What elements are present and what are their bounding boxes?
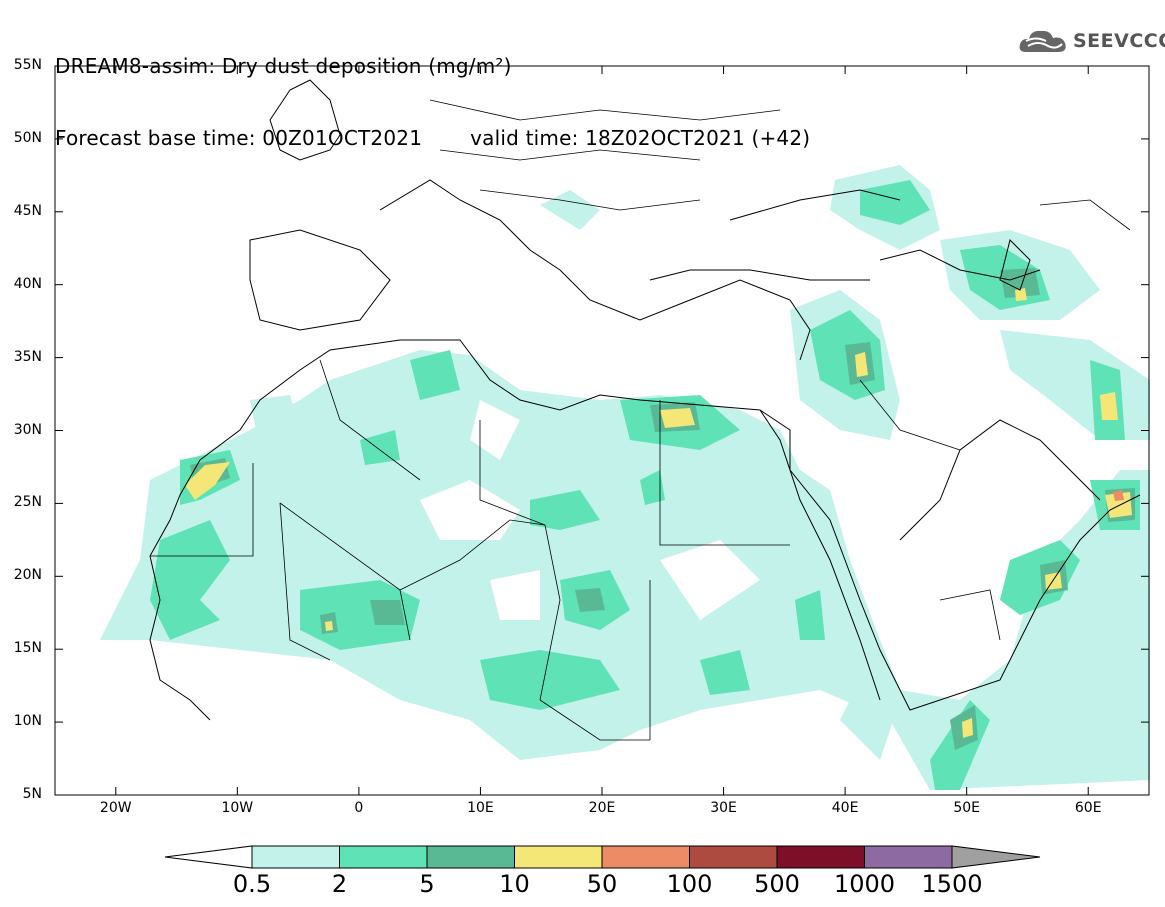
- plume-level-50: [1113, 490, 1124, 501]
- colorbar-label: 1000: [833, 870, 896, 898]
- colorbar-swatch: [689, 845, 778, 869]
- dust-plumes: [100, 165, 1150, 790]
- colorbar-swatch: [601, 845, 690, 869]
- lat-tick-label: 10N: [13, 713, 42, 730]
- colorbar-swatch: [776, 845, 865, 869]
- lat-tick-label: 40N: [13, 275, 42, 292]
- colorbar-label: 500: [754, 870, 800, 898]
- lat-tick-label: 45N: [13, 202, 42, 219]
- lon-tick-label: 40E: [831, 800, 859, 816]
- coastlines: [149, 79, 1141, 721]
- lon-tick-label: 30E: [710, 800, 737, 816]
- colorbar-label: 1500: [921, 870, 983, 898]
- colorbar-swatch: [426, 845, 515, 869]
- colorbar-label: 5: [419, 870, 435, 898]
- colorbar-label: 2: [331, 870, 348, 898]
- lat-tick-label: 35N: [13, 348, 42, 365]
- cloud-logo-icon: [1019, 30, 1066, 52]
- colorbar-label: 0.5: [232, 870, 272, 898]
- lon-tick-label: 20W: [99, 800, 132, 816]
- colorbar-label: 50: [586, 870, 618, 898]
- colorbar-swatch: [251, 845, 340, 869]
- logo-text: SEEVCCC: [1073, 30, 1165, 52]
- lat-tick-label: 15N: [13, 640, 42, 657]
- colorbar-label: 10: [499, 870, 530, 898]
- lat-tick-label: 55N: [13, 57, 42, 73]
- lat-tick-label: 5N: [22, 786, 42, 802]
- plume-gaps: [420, 400, 990, 620]
- lon-tick-label: 50E: [953, 800, 980, 816]
- seevccc-logo: SEEVCCC: [1018, 22, 1165, 62]
- plume-level-10: [185, 288, 1132, 738]
- lon-tick-label: 0: [354, 800, 364, 816]
- colorbar-swatch: [864, 845, 953, 869]
- map-frame: [54, 65, 1150, 796]
- colorbar-label: 100: [666, 870, 713, 898]
- lat-tick-label: 20N: [13, 567, 42, 584]
- lon-tick-label: 10E: [467, 800, 494, 816]
- colorbar-swatch: [339, 845, 428, 869]
- colorbar-over-triangle: [951, 845, 1041, 869]
- lat-tick-label: 30N: [13, 421, 42, 438]
- lon-tick-label: 10W: [221, 800, 254, 816]
- lon-tick-label: 60E: [1074, 800, 1102, 816]
- colorbar-under-triangle: [164, 845, 253, 869]
- lat-tick-label: 25N: [13, 494, 42, 511]
- time-line: Forecast base time: 00Z01OCT2021 valid ti…: [55, 126, 810, 150]
- lat-tick-label: 50N: [13, 129, 42, 146]
- lon-tick-label: 20E: [588, 800, 616, 816]
- colorbar-swatch: [514, 845, 603, 869]
- country-borders: [150, 99, 1131, 741]
- forecast-base-time: Forecast base time: 00Z01OCT2021: [55, 126, 423, 150]
- valid-time: valid time: 18Z02OCT2021 (+42): [470, 126, 811, 150]
